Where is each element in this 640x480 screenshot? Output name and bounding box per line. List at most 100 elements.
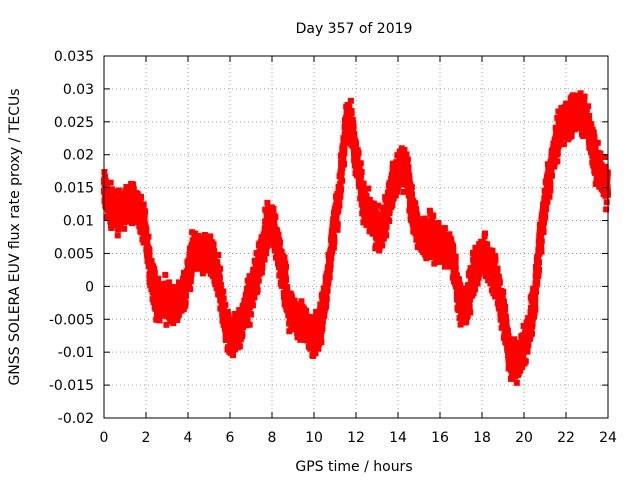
- data-point: [452, 253, 459, 260]
- data-point: [405, 164, 412, 171]
- data-point: [121, 225, 128, 232]
- data-point: [192, 230, 198, 237]
- data-point: [502, 303, 509, 310]
- data-point: [187, 286, 194, 293]
- data-point: [156, 317, 163, 324]
- data-point: [452, 258, 459, 265]
- data-point: [102, 178, 109, 185]
- data-point: [467, 296, 473, 303]
- data-point: [448, 236, 455, 243]
- data-point: [338, 169, 345, 176]
- data-point: [216, 275, 223, 281]
- data-point: [151, 265, 158, 272]
- data-point: [337, 181, 344, 188]
- data-point: [272, 214, 279, 220]
- data-point: [115, 187, 122, 194]
- data-point: [239, 331, 246, 338]
- data-point: [188, 271, 195, 277]
- data-point: [102, 174, 109, 181]
- data-point: [365, 185, 372, 192]
- data-point: [271, 219, 278, 226]
- data-point: [348, 110, 355, 116]
- data-point: [199, 270, 206, 277]
- data-point: [228, 317, 235, 324]
- data-point: [253, 283, 260, 290]
- data-point: [463, 318, 470, 325]
- data-point: [472, 286, 478, 293]
- data-point: [350, 123, 357, 130]
- grid: [104, 56, 608, 418]
- data-point: [151, 275, 158, 282]
- data-point: [115, 226, 122, 233]
- data-point: [386, 218, 393, 224]
- data-point: [389, 202, 396, 209]
- data-point: [329, 248, 336, 255]
- data-point: [244, 317, 251, 324]
- data-point: [489, 247, 496, 254]
- data-point: [261, 256, 268, 263]
- data-point: [283, 263, 290, 270]
- data-point: [349, 117, 356, 124]
- data-point: [482, 230, 488, 237]
- data-point: [474, 280, 481, 287]
- data-point: [204, 266, 211, 273]
- data-point: [408, 184, 415, 191]
- data-point: [141, 211, 148, 218]
- data-point: [353, 140, 360, 147]
- data-point: [484, 241, 491, 248]
- data-point: [430, 213, 437, 219]
- data-point: [221, 304, 228, 311]
- data-point: [325, 278, 332, 285]
- data-point: [249, 302, 256, 309]
- data-point: [330, 244, 337, 251]
- data-point: [452, 264, 459, 271]
- data-point: [145, 233, 152, 240]
- data-point: [153, 279, 159, 286]
- data-point: [324, 286, 331, 293]
- data-point: [319, 318, 326, 325]
- data-point: [212, 254, 218, 261]
- data-point: [341, 160, 348, 167]
- data-point: [331, 238, 338, 245]
- data-point: [334, 221, 341, 228]
- data-point: [337, 193, 344, 200]
- data-point: [409, 191, 415, 198]
- data-point: [190, 258, 197, 265]
- data-point: [138, 193, 144, 200]
- data-point: [450, 245, 457, 252]
- data-point: [370, 200, 377, 207]
- data-point: [317, 334, 324, 341]
- data-point: [323, 292, 330, 299]
- data-point: [254, 287, 261, 294]
- data-point: [140, 201, 147, 208]
- data-point: [319, 325, 326, 332]
- data-point: [180, 305, 187, 312]
- data-point: [143, 226, 150, 233]
- data-point: [264, 243, 271, 250]
- data-point: [355, 150, 362, 157]
- data-point: [501, 299, 507, 306]
- data-point: [513, 379, 520, 386]
- data-point: [358, 169, 365, 175]
- data-point: [357, 160, 364, 167]
- data-point: [363, 193, 370, 200]
- data-point: [501, 310, 508, 317]
- data-point: [312, 350, 319, 357]
- data-point: [107, 179, 114, 186]
- data-point: [337, 190, 344, 197]
- data-point: [298, 298, 305, 305]
- data-point: [467, 309, 474, 316]
- data-point: [275, 231, 282, 238]
- data-point: [504, 327, 511, 334]
- data-point: [475, 274, 482, 281]
- data-point: [347, 97, 354, 104]
- data-point: [457, 321, 464, 328]
- data-point: [315, 345, 322, 352]
- data-point: [338, 186, 344, 193]
- data-point: [247, 311, 254, 318]
- data-point: [392, 192, 399, 199]
- data-point: [435, 220, 442, 226]
- data-point: [427, 254, 434, 260]
- data-point: [259, 264, 266, 270]
- data-point: [341, 150, 348, 157]
